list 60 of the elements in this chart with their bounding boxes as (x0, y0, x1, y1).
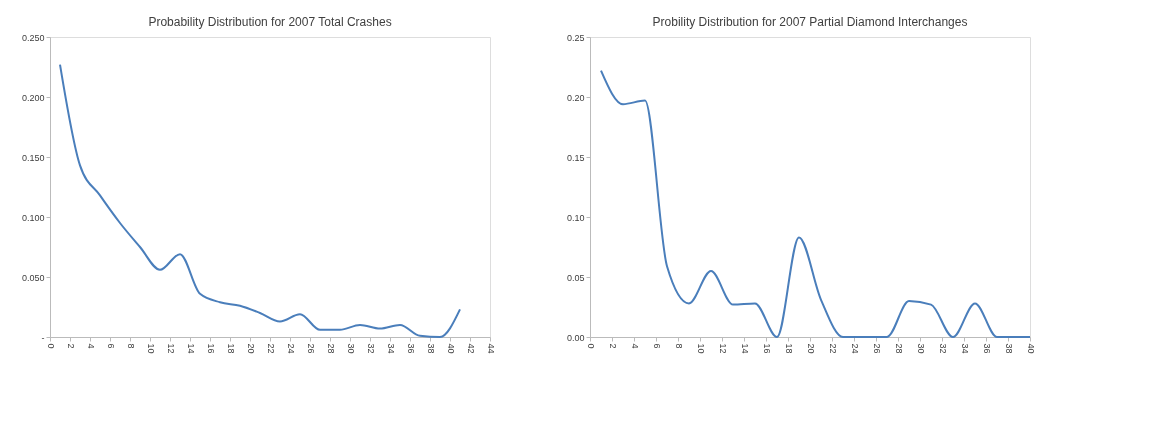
x-tick-label: 10 (695, 343, 706, 354)
y-tick-label: 0.250 (21, 32, 45, 43)
y-tick-label: - (41, 332, 45, 343)
y-tick-label: 0.15 (566, 152, 585, 163)
x-tick-label: 38 (425, 343, 436, 354)
x-tick-label: 40 (1025, 343, 1036, 354)
x-tick-label: 32 (937, 343, 948, 354)
x-tick-label: 36 (405, 343, 416, 354)
chart-title: Probability Distribution for 2007 Total Crashes (148, 15, 392, 29)
x-tick-label: 22 (827, 343, 838, 354)
x-tick-label: 36 (981, 343, 992, 354)
x-tick-label: 12 (165, 343, 176, 354)
y-tick-label: 0.150 (21, 152, 45, 163)
x-tick-label: 28 (893, 343, 904, 354)
x-tick-label: 20 (805, 343, 816, 354)
x-tick-label: 4 (85, 343, 96, 349)
y-tick-label: 0.05 (566, 272, 585, 283)
x-tick-label: 14 (185, 343, 196, 354)
x-tick-label: 26 (871, 343, 882, 354)
x-tick-label: 20 (245, 343, 256, 354)
x-tick-label: 8 (673, 343, 684, 349)
x-tick-label: 24 (849, 343, 860, 354)
x-tick-label: 18 (783, 343, 794, 354)
y-tick-label: 0.10 (566, 212, 585, 223)
x-tick-label: 6 (651, 343, 662, 349)
x-tick-label: 42 (465, 343, 476, 354)
x-tick-label: 14 (739, 343, 750, 354)
line-series (59, 63, 461, 338)
x-tick-label: 30 (345, 343, 356, 354)
x-tick-label: 38 (1003, 343, 1014, 354)
x-tick-label: 12 (717, 343, 728, 354)
x-tick-label: 22 (265, 343, 276, 354)
x-tick-label: 40 (445, 343, 456, 354)
line-series (600, 69, 1031, 338)
x-tick-label: 2 (607, 343, 618, 349)
x-tick-label: 18 (225, 343, 236, 354)
x-tick-label: 28 (325, 343, 336, 354)
x-tick-label: 26 (305, 343, 316, 354)
x-tick-label: 8 (125, 343, 136, 349)
x-tick-label: 2 (65, 343, 76, 349)
y-tick-label: 0.100 (21, 212, 45, 223)
y-tick-label: 0.200 (21, 92, 45, 103)
x-tick-label: 16 (205, 343, 216, 354)
x-tick-label: 10 (145, 343, 156, 354)
y-tick-label: 0.00 (566, 332, 585, 343)
x-tick-label: 0 (585, 343, 596, 349)
chart-title: Probility Distribution for 2007 Partial Diamond Interchanges (652, 15, 968, 29)
x-tick-label: 24 (285, 343, 296, 354)
y-tick-label: 0.050 (21, 272, 45, 283)
x-tick-label: 44 (485, 343, 496, 354)
y-tick-label: 0.20 (566, 92, 585, 103)
x-tick-label: 4 (629, 343, 640, 349)
x-tick-label: 0 (45, 343, 56, 349)
x-tick-label: 16 (761, 343, 772, 354)
x-tick-label: 32 (365, 343, 376, 354)
y-tick-label: 0.25 (566, 32, 585, 43)
x-tick-label: 34 (385, 343, 396, 354)
x-tick-label: 6 (105, 343, 116, 349)
x-tick-label: 34 (959, 343, 970, 354)
x-tick-label: 30 (915, 343, 926, 354)
